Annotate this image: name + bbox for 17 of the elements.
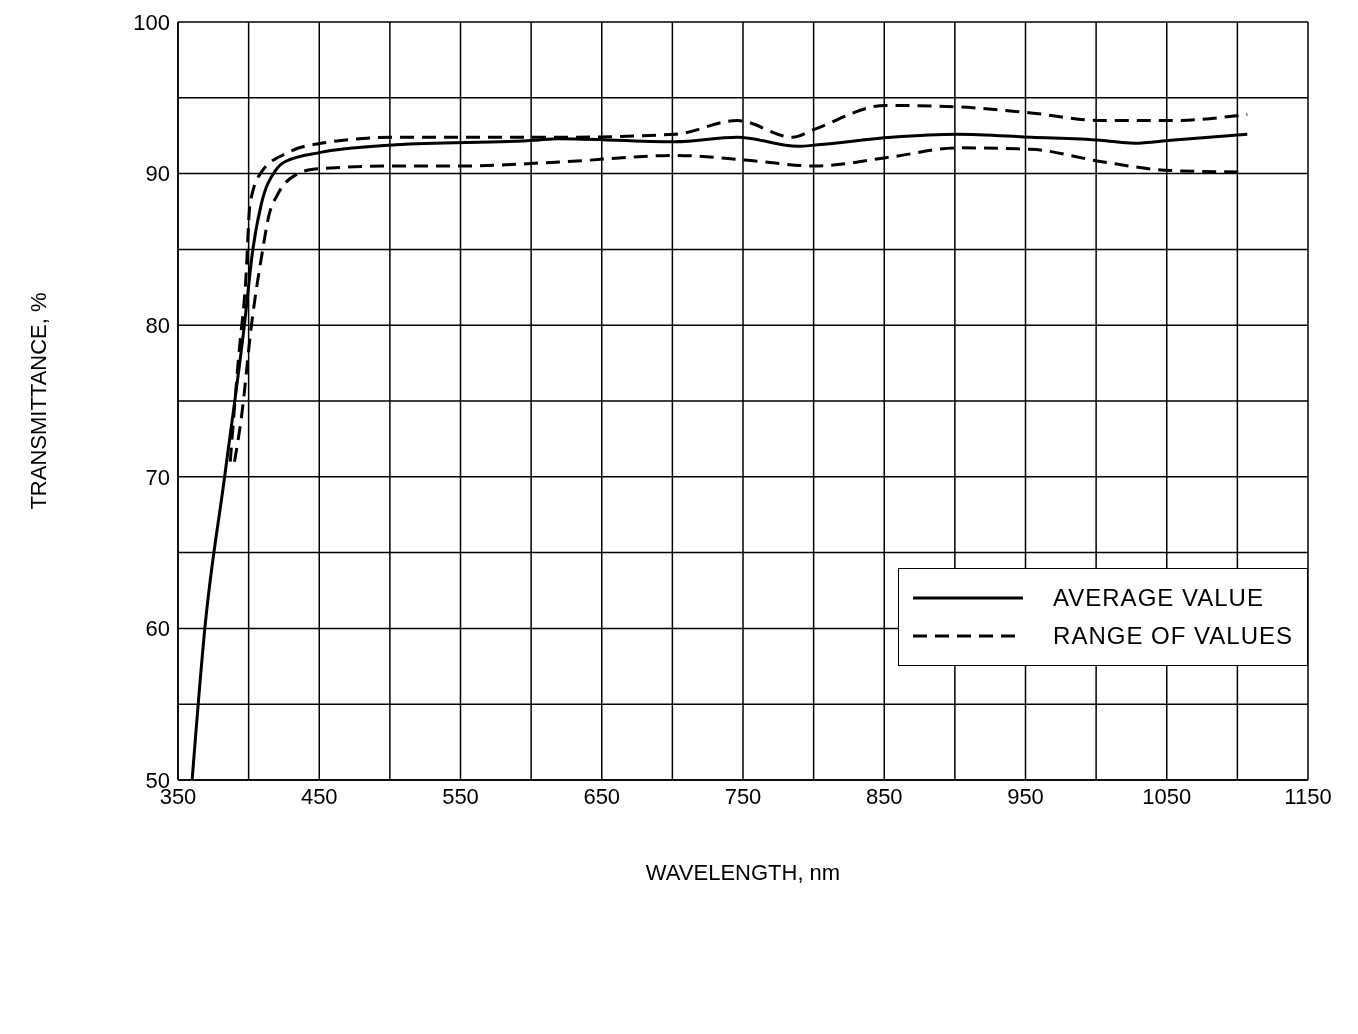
x-tick-label: 450 (300, 783, 338, 809)
x-tick-label: 650 (583, 783, 621, 809)
x-tick-label: 950 (1007, 783, 1044, 809)
x-tick-label: 750 (724, 783, 762, 809)
y-tick-label: 60 (145, 616, 170, 642)
y-axis-title: TRANSMITTANCE, % (25, 292, 51, 510)
legend-label: RANGE OF VALUES (1053, 622, 1293, 650)
y-tick-label: 90 (145, 161, 170, 187)
x-tick-label: 1050 (1142, 783, 1192, 809)
y-tick-label: 70 (145, 464, 170, 490)
x-tick-label: 850 (865, 783, 903, 809)
y-tick-label: 80 (145, 313, 170, 339)
legend-label: AVERAGE VALUE (1053, 584, 1264, 612)
x-tick-label: 1150 (1284, 783, 1332, 809)
x-tick-label: 550 (442, 783, 479, 809)
y-tick-label: 100 (133, 9, 170, 35)
x-axis-title: WAVELENGTH, nm (645, 860, 841, 885)
